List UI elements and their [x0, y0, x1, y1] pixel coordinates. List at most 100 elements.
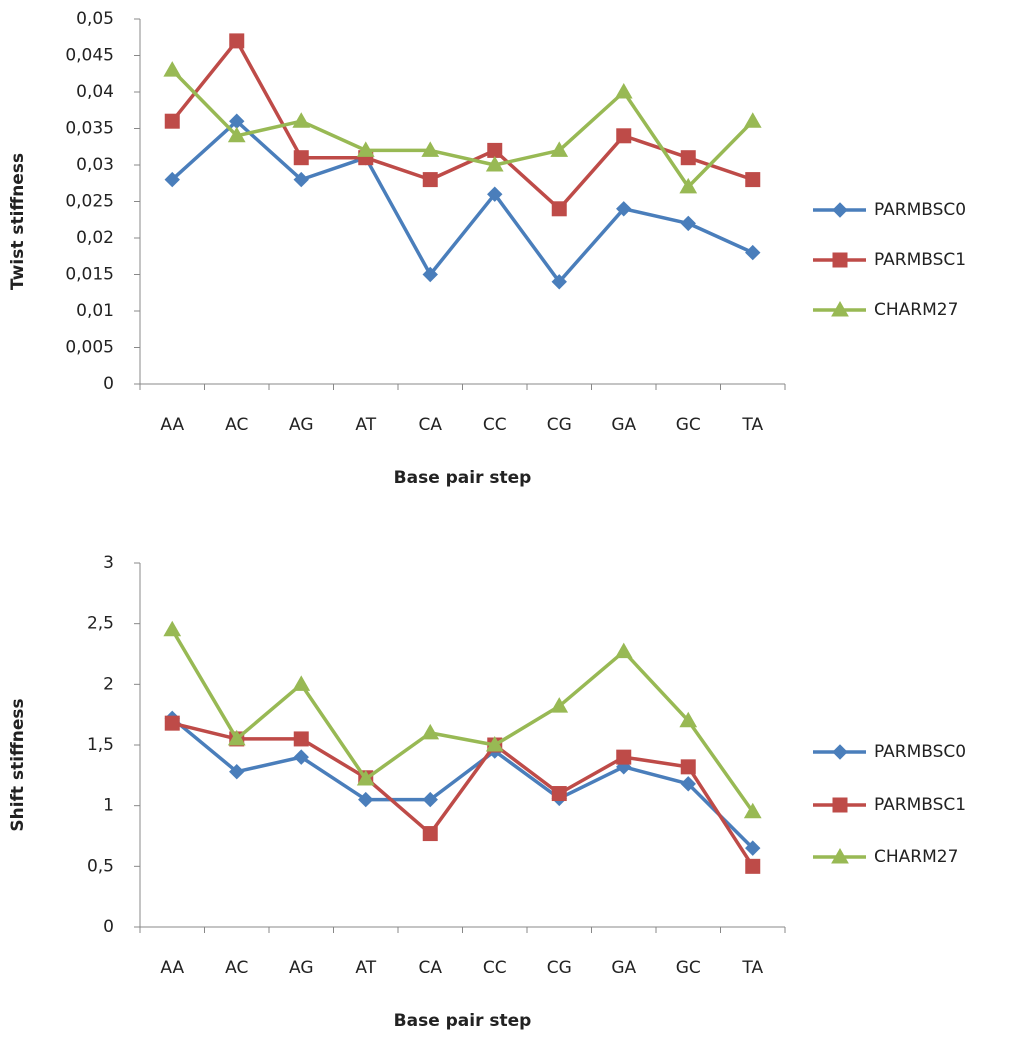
x-axis-title: Base pair step: [394, 1011, 532, 1031]
marker: [229, 763, 245, 780]
series-line: [170, 39, 754, 211]
marker: [229, 33, 245, 49]
series-line: [171, 721, 755, 868]
marker: [745, 858, 761, 874]
marker: [831, 847, 849, 864]
marker: [164, 171, 180, 188]
marker: [680, 759, 696, 775]
marker: [227, 729, 246, 746]
marker: [831, 300, 849, 317]
marker: [485, 735, 504, 752]
marker: [293, 150, 309, 166]
marker: [745, 840, 761, 856]
marker: [164, 715, 180, 731]
marker: [679, 711, 698, 728]
marker: [422, 172, 438, 188]
marker: [487, 142, 503, 158]
marker: [832, 744, 848, 760]
x-tick-label: AA: [160, 958, 184, 978]
marker: [293, 749, 309, 765]
x-tick-label: GC: [676, 415, 701, 435]
series-line: [171, 716, 754, 850]
marker: [679, 177, 698, 194]
marker: [163, 620, 182, 637]
x-tick-label: CC: [483, 415, 507, 435]
marker: [422, 791, 438, 808]
x-tick-label: AA: [160, 415, 184, 435]
x-tick-label: AC: [225, 415, 248, 435]
marker: [487, 186, 503, 202]
y-tick-label: 2,5: [87, 614, 114, 634]
marker: [293, 731, 309, 747]
x-axis-title: Base pair step: [394, 468, 532, 488]
y-tick-label: 0,015: [65, 265, 114, 285]
marker: [422, 826, 438, 842]
marker: [551, 786, 567, 802]
marker: [550, 697, 569, 713]
marker: [614, 642, 633, 659]
marker: [616, 749, 632, 765]
y-tick-label: 0,025: [65, 192, 114, 212]
x-tick-label: TA: [741, 415, 763, 435]
x-tick-label: CG: [547, 958, 572, 978]
legend-label: PARMBSC0: [874, 742, 966, 762]
y-tick-label: 0,045: [65, 46, 114, 66]
marker: [358, 791, 374, 808]
x-tick-label: AT: [355, 958, 376, 978]
marker: [356, 769, 375, 786]
marker: [680, 215, 696, 232]
series-line: [170, 628, 755, 813]
y-axis-title: Twist stiffness: [8, 153, 28, 290]
marker: [164, 113, 180, 129]
marker: [551, 274, 567, 290]
marker: [743, 802, 762, 819]
x-tick-label: AG: [289, 958, 314, 978]
legend-label: CHARM27: [874, 847, 958, 867]
marker: [485, 155, 504, 172]
marker: [293, 171, 309, 188]
x-tick-label: GC: [676, 958, 701, 978]
marker: [421, 723, 440, 740]
marker: [616, 128, 632, 144]
y-tick-label: 0,01: [76, 301, 114, 321]
y-tick-label: 0,03: [76, 155, 114, 175]
marker: [832, 797, 848, 813]
chart: 0 0,5 1 1,5 2 2,5 3 AA AC AG AT CA CC CG GA GC TA Base pa…: [8, 553, 966, 1031]
marker: [356, 141, 375, 157]
x-tick-label: CA: [419, 415, 443, 435]
y-axis-title: Shift stiffness: [8, 698, 28, 831]
marker: [551, 201, 567, 217]
marker: [227, 126, 246, 143]
marker: [832, 252, 848, 268]
x-tick-label: AC: [225, 958, 248, 978]
y-tick-label: 0,5: [87, 856, 114, 876]
marker: [616, 201, 632, 217]
y-tick-label: 0: [103, 917, 114, 937]
marker: [292, 675, 311, 691]
y-tick-label: 0,02: [76, 228, 114, 248]
legend-label: PARMBSC1: [874, 795, 966, 815]
y-tick-label: 0,005: [65, 338, 114, 358]
y-tick-label: 2: [103, 674, 114, 694]
x-tick-label: CC: [483, 958, 507, 978]
marker: [292, 112, 311, 128]
x-tick-label: CA: [419, 958, 443, 978]
y-tick-label: 0: [103, 374, 114, 394]
marker: [745, 244, 761, 261]
marker: [422, 266, 438, 283]
y-tick-label: 0,04: [76, 82, 114, 102]
marker: [550, 141, 569, 157]
marker: [743, 112, 762, 128]
x-tick-label: GA: [611, 415, 636, 435]
y-tick-label: 1: [103, 796, 114, 816]
y-tick-label: 0,05: [76, 9, 114, 29]
y-tick-label: 1,5: [87, 735, 114, 755]
legend-label: PARMBSC0: [874, 200, 966, 220]
marker: [163, 61, 182, 77]
series-line: [171, 119, 754, 284]
marker: [680, 150, 696, 166]
x-tick-label: GA: [611, 958, 636, 978]
marker: [614, 82, 633, 99]
marker: [745, 172, 761, 188]
